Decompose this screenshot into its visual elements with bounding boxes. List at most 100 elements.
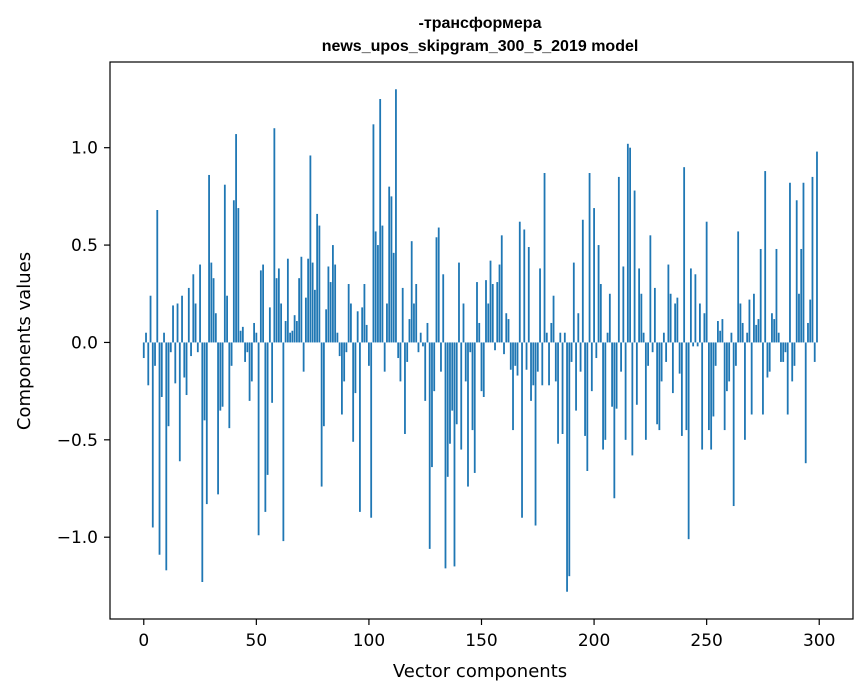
bar-182 (552, 295, 555, 343)
bar-254 (714, 342, 717, 366)
bar-267 (744, 342, 746, 440)
bar-series (142, 89, 818, 592)
bar-64 (286, 258, 289, 343)
bar-46 (246, 342, 249, 353)
bar-280 (773, 319, 776, 343)
bar-156 (494, 342, 496, 351)
y-axis-label: Components values (14, 252, 35, 430)
bar-205 (604, 342, 607, 440)
bar-242 (687, 342, 690, 540)
bar-59 (275, 278, 278, 343)
bar-93 (352, 342, 355, 442)
bar-252 (710, 342, 713, 450)
bar-141 (460, 342, 463, 450)
bar-278 (768, 342, 771, 372)
bar-228 (656, 342, 659, 425)
bar-157 (496, 282, 499, 343)
bar-249 (703, 313, 706, 343)
bar-256 (719, 330, 722, 343)
bar-192 (575, 342, 577, 411)
bar-130 (435, 237, 438, 343)
bar-85 (334, 264, 337, 343)
bar-175 (536, 342, 539, 372)
bar-248 (701, 342, 704, 450)
bar-253 (712, 342, 715, 417)
bar-149 (478, 322, 481, 343)
bar-26 (201, 342, 204, 582)
bar-219 (635, 342, 638, 405)
bar-112 (395, 89, 397, 343)
bar-290 (795, 200, 798, 343)
bar-299 (816, 151, 818, 343)
bar-240 (683, 167, 686, 343)
bar-77 (316, 213, 319, 343)
bar-4 (151, 342, 154, 528)
bar-28 (205, 342, 208, 505)
bar-231 (662, 332, 665, 343)
bar-73 (307, 258, 310, 343)
bar-243 (689, 268, 692, 343)
bar-297 (811, 176, 814, 343)
bar-210 (615, 342, 618, 409)
bar-90 (345, 342, 348, 353)
bar-241 (685, 342, 688, 431)
bar-88 (341, 342, 343, 415)
bar-29 (208, 174, 210, 343)
bar-82 (327, 266, 330, 343)
bar-55 (266, 342, 269, 475)
bar-233 (667, 264, 670, 343)
bar-35 (221, 342, 224, 407)
bar-188 (566, 342, 568, 592)
bar-151 (482, 342, 485, 397)
bar-89 (343, 342, 346, 382)
bar-118 (408, 319, 411, 343)
bar-292 (800, 248, 803, 343)
y-axis: −1.0 −0.5 0.0 0.5 1.0 (57, 139, 110, 548)
bar-68 (295, 321, 298, 343)
bar-197 (586, 342, 589, 471)
bar-162 (507, 319, 510, 343)
bar-172 (530, 342, 532, 401)
bar-91 (347, 284, 350, 343)
bar-276 (764, 171, 767, 343)
bar-223 (644, 342, 647, 440)
bar-20 (187, 287, 190, 343)
bar-184 (557, 342, 559, 444)
x-tick-label: 50 (246, 631, 268, 651)
bar-251 (708, 342, 710, 431)
bar-179 (545, 332, 548, 343)
bar-193 (577, 313, 580, 343)
bar-295 (807, 322, 809, 343)
bar-247 (699, 303, 701, 343)
bar-117 (406, 342, 409, 362)
bar-215 (626, 143, 629, 343)
bar-284 (782, 342, 785, 362)
bar-75 (311, 262, 314, 343)
chart-title-line-2: news_upos_skipgram_300_5_2019 model (322, 38, 639, 55)
bar-17 (181, 295, 183, 343)
bar-222 (642, 332, 645, 343)
bar-74 (309, 155, 312, 343)
bar-217 (631, 342, 634, 456)
bar-155 (491, 284, 494, 343)
bar-40 (232, 200, 235, 343)
bar-60 (277, 268, 280, 343)
bar-200 (593, 208, 595, 343)
bar-113 (397, 342, 400, 359)
bar-230 (660, 342, 663, 382)
y-tick-label: −1.0 (57, 528, 98, 548)
bar-52 (259, 270, 262, 343)
bar-293 (802, 182, 805, 343)
bar-163 (509, 342, 512, 370)
bar-8 (160, 342, 163, 397)
bar-190 (570, 342, 573, 362)
bar-103 (374, 231, 377, 343)
bar-76 (313, 289, 316, 343)
bar-178 (543, 173, 546, 343)
bar-202 (597, 245, 600, 343)
bar-70 (300, 256, 303, 343)
bar-221 (640, 293, 643, 343)
bar-275 (762, 342, 764, 415)
bar-34 (219, 342, 222, 411)
bar-161 (505, 313, 508, 343)
